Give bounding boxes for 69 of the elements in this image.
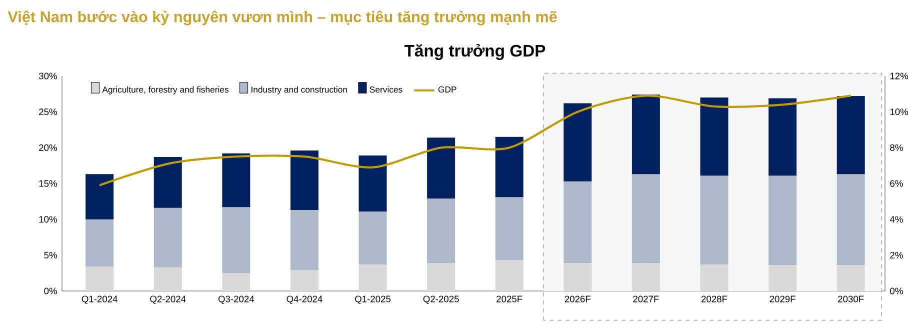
bar — [495, 197, 524, 260]
y-tick-label: 10% — [39, 216, 57, 223]
y2-tick-label: 12% — [890, 72, 908, 80]
x-tick-label: 2025F — [496, 296, 522, 302]
bar — [427, 263, 456, 291]
bar — [836, 96, 865, 174]
bar — [358, 156, 387, 212]
x-tick-label: Q4-2024 — [286, 296, 322, 304]
bar — [632, 263, 660, 291]
bar — [427, 198, 456, 264]
bar — [700, 264, 728, 291]
y-tick-label: 30% — [38, 72, 57, 80]
x-tick-label: Q2-2024 — [150, 296, 186, 304]
bar — [768, 265, 797, 291]
bar — [632, 94, 660, 174]
bar — [222, 273, 250, 291]
x-tick-label: 2028F — [701, 296, 728, 302]
y2-tick-label: 0% — [890, 288, 903, 294]
bar — [86, 219, 114, 267]
bar — [700, 97, 728, 176]
x-tick-label: Q3-2024 — [218, 296, 254, 304]
legend-label: Services — [370, 86, 402, 93]
chart-subtitle: Tăng trưởng GDP — [404, 44, 546, 60]
bar — [290, 210, 318, 270]
y-tick-label: 15% — [39, 180, 57, 187]
bar — [427, 138, 456, 199]
y-tick-label: 20% — [39, 144, 57, 151]
bar — [86, 266, 114, 291]
x-tick-label: Q1-2024 — [82, 296, 118, 304]
bar — [564, 263, 592, 291]
y-tick-label: 5% — [44, 252, 57, 258]
x-tick-label: 2030F — [838, 296, 864, 302]
bar — [836, 265, 865, 291]
bar — [768, 98, 797, 176]
bar — [836, 174, 865, 266]
bar — [495, 136, 524, 198]
y-tick-label: 0% — [44, 288, 57, 294]
x-tick-label: Q2-2025 — [423, 296, 459, 304]
bar — [564, 181, 592, 264]
bar — [154, 208, 182, 268]
bar — [154, 156, 182, 208]
legend-label: Industry and construction — [252, 86, 347, 94]
y2-tick-label: 2% — [890, 252, 903, 258]
legend-label: Agriculture, forestry and fisheries — [102, 86, 229, 94]
x-tick-label: 2026F — [564, 296, 591, 302]
bar — [290, 150, 318, 210]
x-tick-label: 2027F — [633, 296, 659, 302]
bar — [222, 153, 250, 208]
y2-tick-label: 10% — [890, 108, 908, 116]
bar — [86, 174, 114, 220]
bar — [358, 264, 387, 291]
bar — [495, 260, 524, 291]
bar — [632, 174, 660, 264]
legend-label: GDP — [438, 86, 456, 93]
bar — [290, 270, 318, 291]
x-tick-label: 2029F — [770, 296, 796, 302]
bar — [768, 176, 797, 266]
x-tick-label: Q1-2025 — [355, 296, 391, 304]
bar — [700, 176, 728, 264]
bar — [358, 211, 387, 264]
bar — [564, 103, 592, 182]
y-tick-label: 25% — [39, 108, 57, 116]
line-series — [98, 94, 852, 186]
y2-tick-label: 6% — [890, 180, 903, 187]
y2-tick-label: 8% — [890, 144, 903, 151]
bar — [154, 267, 182, 291]
bar — [222, 207, 250, 274]
y2-tick-label: 4% — [890, 216, 903, 223]
chart-title: Việt Nam bước vào kỷ nguyên vươn mình – mục tiêu tăng trưởng mạnh mẽ — [8, 10, 557, 26]
